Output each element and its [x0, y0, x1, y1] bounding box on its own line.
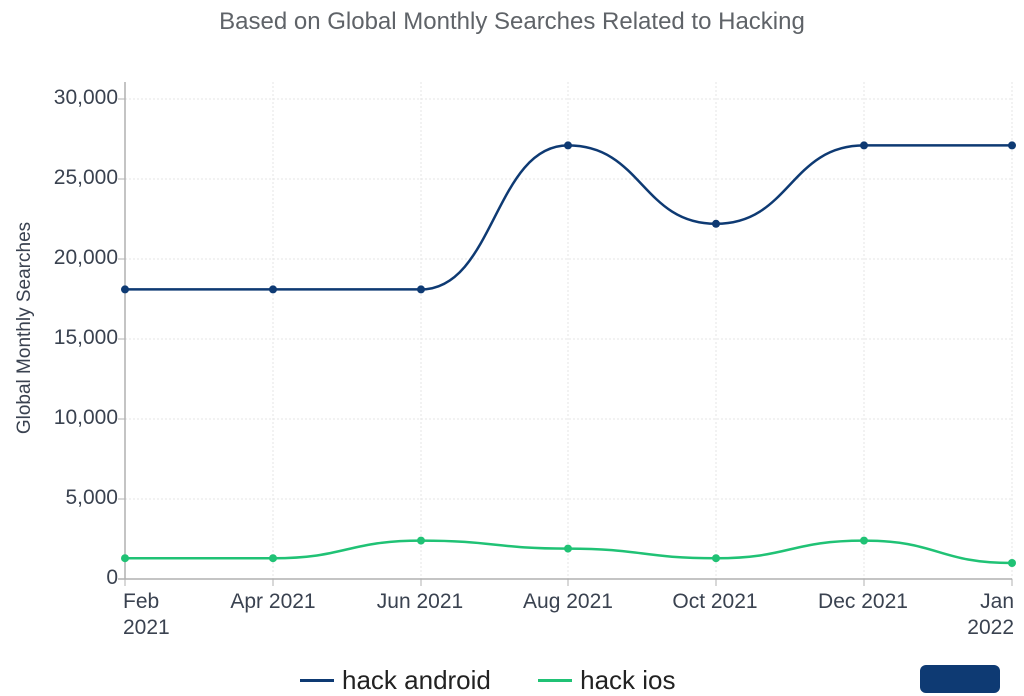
y-tick: 5,000 [65, 486, 118, 509]
data-point[interactable] [860, 141, 868, 150]
plot-area [118, 82, 1016, 586]
data-point[interactable] [1008, 141, 1016, 150]
data-point[interactable] [564, 544, 572, 553]
data-point[interactable] [712, 554, 720, 563]
legend: hack android hack ios [300, 658, 716, 696]
y-tick: 25,000 [53, 166, 118, 189]
x-tick: Oct 2021 [672, 590, 758, 613]
chart-action-button[interactable] [920, 665, 1000, 693]
legend-swatch-icon [538, 679, 573, 682]
data-point[interactable] [269, 554, 277, 563]
legend-label: hack android [342, 665, 491, 695]
series-lines [121, 141, 1016, 567]
x-tick: Aug 2021 [523, 590, 613, 613]
chart-subtitle: Based on Global Monthly Searches Related… [219, 8, 805, 35]
gridlines [118, 82, 1013, 586]
x-tick: Jan 2022 [967, 590, 1014, 639]
y-tick: 30,000 [53, 86, 118, 109]
y-tick: 20,000 [53, 246, 118, 269]
y-tick: 15,000 [53, 326, 118, 349]
x-tick: Jun 2021 [376, 590, 464, 613]
data-point[interactable] [121, 285, 129, 294]
data-point[interactable] [417, 285, 425, 294]
data-point[interactable] [1008, 559, 1016, 567]
legend-item-hack-ios[interactable]: hack ios [538, 665, 676, 696]
x-tick: Feb 2021 [123, 590, 170, 639]
legend-item-hack-android[interactable]: hack android [300, 665, 491, 696]
x-tick: Apr 2021 [230, 590, 316, 613]
data-point[interactable] [121, 554, 129, 563]
data-point[interactable] [417, 536, 425, 545]
x-tick: Dec 2021 [818, 590, 908, 613]
data-point[interactable] [564, 141, 572, 150]
data-point[interactable] [269, 285, 277, 294]
legend-swatch-icon [300, 679, 334, 682]
data-point[interactable] [712, 219, 720, 228]
y-tick: 10,000 [53, 406, 118, 429]
data-point[interactable] [860, 536, 868, 545]
y-tick: 0 [106, 566, 118, 589]
legend-label: hack ios [580, 665, 676, 695]
